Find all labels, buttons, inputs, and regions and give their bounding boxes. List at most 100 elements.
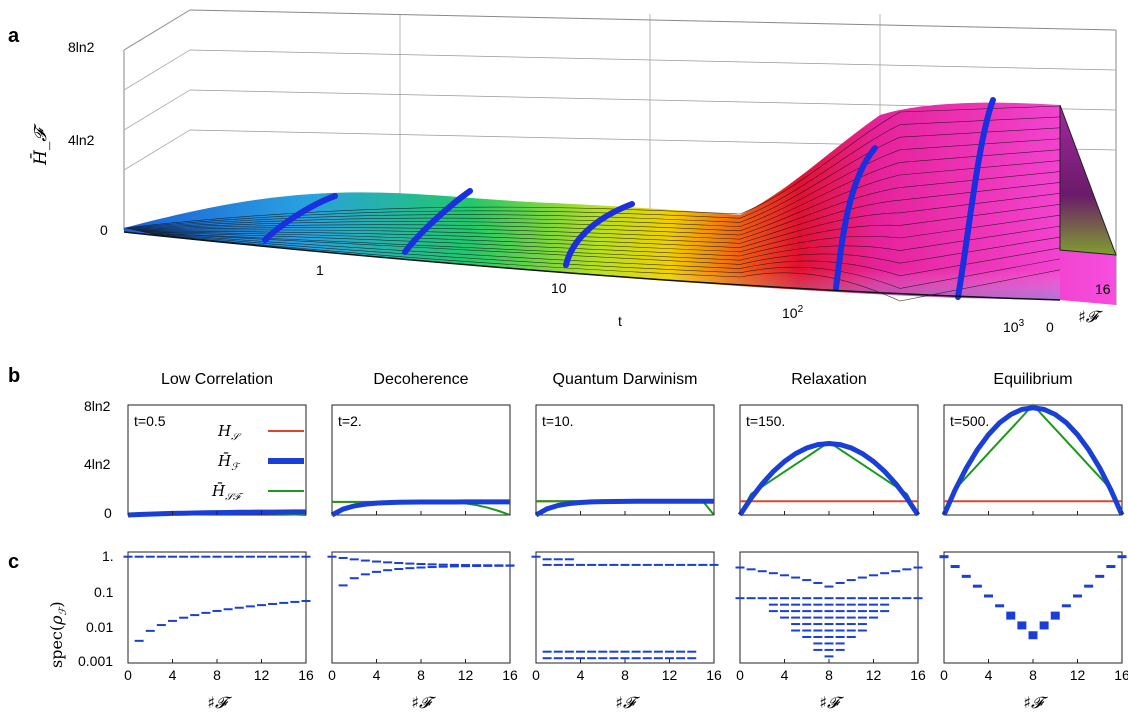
- b-panel-title-3: Relaxation: [791, 371, 867, 388]
- c-spec-mark: [757, 597, 767, 600]
- c-spec-mark: [835, 616, 845, 619]
- surface-back-face: [1059, 104, 1117, 256]
- c-spec-mark: [279, 601, 289, 604]
- c-spec-mark: [846, 635, 856, 638]
- c-panel-frame-2: [535, 551, 715, 664]
- c-xtick-label-2-0: 0: [532, 667, 540, 683]
- c-spec-mark: [620, 563, 630, 566]
- c-spec-mark: [950, 565, 960, 569]
- c-spec-mark: [676, 650, 686, 653]
- c-spec-mark: [698, 563, 708, 566]
- c-spec-mark: [338, 584, 348, 587]
- c-spec-mark: [223, 555, 233, 558]
- c-spec-mark: [813, 642, 823, 645]
- c-y-tick-0.001: 0.001: [78, 653, 113, 669]
- c-spec-mark: [338, 556, 348, 559]
- c-spec-mark: [438, 563, 448, 566]
- c-spec-mark: [598, 563, 608, 566]
- c-spec-mark: [268, 555, 278, 558]
- c-spec-mark: [349, 558, 359, 561]
- a-grid-wall-1: [123, 89, 191, 131]
- c-spec-mark: [234, 555, 244, 558]
- panel-b: Low Correlation t=0.5 Decoherence t=2. Quant…: [127, 371, 1125, 518]
- c-spec-mark: [542, 563, 552, 566]
- c-spec-mark: [212, 555, 222, 558]
- c-xtick-label-0-4: 16: [298, 667, 314, 683]
- c-spec-mark: [145, 555, 155, 558]
- mesh-line-7: [137, 182, 1061, 244]
- a-y-axis-label: ♯𝓕: [1078, 307, 1104, 326]
- b-panel-title-1: Decoherence: [373, 371, 468, 388]
- c-spec-mark: [576, 657, 585, 660]
- c-spec-mark: [802, 635, 812, 638]
- c-spec-mark: [813, 616, 823, 619]
- c-spec-mark: [156, 555, 166, 558]
- c-spec-mark: [542, 650, 552, 653]
- c-xtick-label-2-1: 4: [577, 667, 585, 683]
- c-spec-mark: [268, 602, 278, 605]
- c-spec-mark: [735, 597, 745, 600]
- c-spec-mark: [179, 555, 189, 558]
- c-y-tick-0.1: 0.1: [94, 584, 114, 600]
- c-x-axis-label-2: ♯𝓕: [615, 693, 641, 712]
- c-spec-mark: [824, 635, 834, 638]
- c-spec-mark: [735, 566, 745, 569]
- a-x-tick-1000: 103: [1003, 318, 1025, 335]
- c-spec-mark: [835, 581, 845, 584]
- c-spec-mark: [824, 655, 834, 658]
- legend-label-HSF: H̄𝒮ℱ: [211, 482, 244, 503]
- c-spec-mark: [553, 657, 563, 660]
- c-spec-mark: [995, 604, 1005, 608]
- a-z-tick-8ln2: 8ln2: [68, 39, 95, 55]
- c-spec-mark: [869, 574, 878, 577]
- highlight-t-500: [955, 97, 996, 300]
- c-spec-mark: [780, 603, 789, 606]
- c-spec-mark: [913, 566, 923, 569]
- c-spec-mark: [846, 610, 856, 613]
- a-x-tick-10: 10: [551, 280, 567, 296]
- c-spec-mark: [824, 623, 834, 626]
- c-spec-mark: [301, 555, 311, 558]
- mesh-line-1: [125, 116, 1061, 229]
- c-spec-mark: [1084, 584, 1094, 588]
- c-spec-mark: [835, 642, 845, 645]
- c-spec-mark: [791, 623, 801, 626]
- c-spec-mark: [598, 650, 608, 653]
- c-spec-mark: [846, 629, 856, 632]
- c-spec-mark: [631, 657, 641, 660]
- mesh-line-8: [139, 193, 1061, 248]
- c-spec-mark: [813, 635, 823, 638]
- c-spec-mark: [880, 572, 890, 575]
- c-spec-mark: [802, 597, 812, 600]
- c-spec-mark: [824, 603, 834, 606]
- highlight-t-2: [402, 188, 473, 255]
- c-spec-mark: [542, 657, 552, 660]
- c-spec-mark: [813, 610, 823, 613]
- c-spec-mark: [824, 642, 834, 645]
- c-spec-mark: [531, 555, 541, 558]
- c-spec-mark: [461, 564, 470, 567]
- c-spec-mark: [687, 657, 697, 660]
- c-xtick-label-4-0: 0: [940, 667, 948, 683]
- c-spec-mark: [564, 657, 574, 660]
- c-spec-mark: [372, 570, 381, 573]
- a-grid-back-0: [189, 49, 1117, 71]
- c-x-axis-label-3: ♯𝓕: [819, 693, 845, 712]
- c-xtick-label-0-1: 4: [169, 667, 177, 683]
- legend-label-HF: H̄ℱ: [217, 452, 241, 473]
- highlight-t-150: [833, 145, 878, 291]
- b-time-label-2: t=10.: [542, 413, 574, 429]
- c-xtick-label-0-3: 12: [254, 667, 270, 683]
- a-z-tick-0: 0: [100, 222, 108, 238]
- c-spec-mark: [394, 562, 404, 565]
- mesh-line-9: [141, 203, 1061, 253]
- mesh-line-5: [133, 160, 1061, 236]
- c-spec-mark: [461, 565, 470, 568]
- c-panel-frame-1: [331, 551, 511, 664]
- b-time-label-3: t=150.: [746, 413, 785, 429]
- c-spec-mark: [234, 606, 244, 609]
- c-spec-mark: [709, 563, 719, 566]
- c-spec-mark: [913, 597, 923, 600]
- c-spec-mark: [1106, 565, 1116, 569]
- c-spec-mark: [134, 555, 144, 558]
